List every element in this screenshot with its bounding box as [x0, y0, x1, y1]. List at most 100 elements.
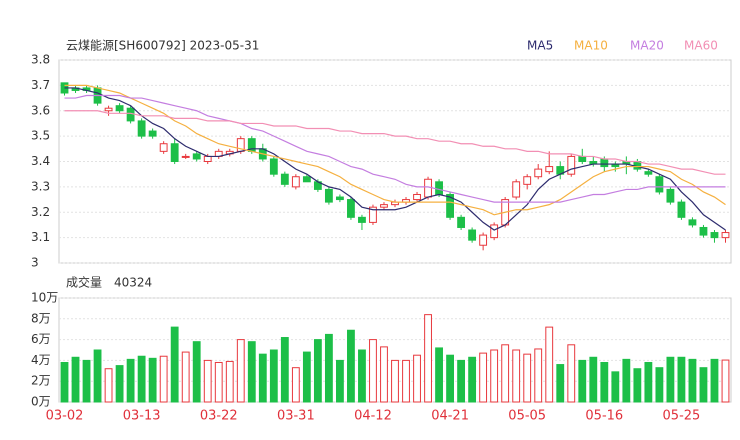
- volume-bar: [126, 358, 135, 403]
- volume-bar: [71, 356, 80, 403]
- volume-bar: [302, 351, 311, 403]
- candle-body: [269, 158, 278, 175]
- candle-body: [148, 130, 157, 137]
- y-tick-label: 3.3: [31, 179, 50, 193]
- volume-bar: [534, 348, 543, 403]
- volume-bar: [677, 356, 686, 403]
- candle-body: [666, 188, 675, 203]
- candle-body: [655, 176, 664, 193]
- volume-bar: [313, 339, 322, 403]
- volume-bar: [82, 359, 91, 403]
- volume-bar: [170, 326, 179, 403]
- x-tick-label: 04-21: [431, 409, 469, 424]
- volume-bar: [115, 365, 124, 403]
- candle-body: [523, 176, 532, 185]
- volume-bar: [457, 359, 466, 403]
- volume-bar: [644, 361, 653, 403]
- legend-label: MA20: [630, 39, 664, 53]
- candle-body: [545, 166, 554, 173]
- volume-bar: [556, 364, 565, 403]
- candle-body: [688, 219, 697, 226]
- candle-body: [358, 216, 366, 223]
- candle-body: [369, 206, 377, 223]
- x-tick-label: 03-31: [277, 409, 315, 424]
- volume-bar: [600, 361, 609, 403]
- volume-bar: [203, 359, 212, 403]
- candle-body: [490, 224, 499, 239]
- y-tick-label: 3.8: [31, 53, 50, 67]
- volume-bar: [380, 346, 388, 403]
- candle-body: [302, 176, 311, 183]
- candle-body: [203, 155, 212, 163]
- volume-bar: [699, 367, 708, 403]
- volume-bar: [104, 368, 113, 403]
- candle-body: [347, 199, 355, 218]
- y-tick-label: 3.6: [31, 103, 50, 117]
- volume-bar: [93, 349, 102, 403]
- candle-body: [413, 193, 421, 201]
- candle-body: [479, 234, 488, 246]
- volume-bar: [512, 349, 521, 403]
- volume-bar: [435, 347, 443, 403]
- candle-body: [446, 193, 454, 218]
- volume-bar: [181, 351, 190, 403]
- y-tick-label: 3: [31, 256, 39, 270]
- y-tick-label: 3.2: [31, 205, 50, 219]
- candle-body: [435, 181, 443, 195]
- candle-body: [534, 168, 543, 178]
- x-tick-label: 03-02: [46, 409, 84, 424]
- y-tick-label: 10万: [31, 291, 58, 305]
- candle-body: [170, 143, 179, 163]
- volume-bar: [710, 358, 719, 403]
- volume-bar: [402, 359, 410, 403]
- y-tick-label: 3.5: [31, 129, 50, 143]
- chart-title: 云煤能源[SH600792] 2023-05-31: [66, 39, 259, 53]
- ma-line: [64, 110, 726, 175]
- candle-body: [126, 107, 135, 122]
- volume-bar: [479, 352, 488, 403]
- volume-bar: [60, 361, 69, 403]
- candle-body: [699, 226, 708, 236]
- candle-body: [336, 196, 344, 201]
- ma-line: [64, 84, 726, 216]
- y-tick-label: 3.7: [31, 78, 50, 92]
- volume-bar: [567, 344, 576, 403]
- volume-bar: [688, 358, 697, 403]
- candle-body: [644, 171, 653, 175]
- volume-title: 成交量: [66, 275, 102, 290]
- candle-body: [600, 158, 609, 168]
- volume-bar: [324, 333, 333, 403]
- y-tick-label: 8万: [31, 311, 51, 325]
- y-tick-label: 0万: [31, 395, 51, 409]
- x-tick-label: 05-05: [508, 409, 546, 424]
- legend-label: MA5: [527, 39, 553, 53]
- volume-bar: [611, 371, 620, 403]
- x-tick-label: 05-25: [663, 409, 701, 424]
- y-tick-label: 3.4: [31, 154, 50, 168]
- candle-body: [280, 173, 289, 185]
- volume-bar: [369, 339, 377, 403]
- ma-line: [64, 94, 726, 203]
- volume-bar: [721, 359, 730, 403]
- volume-bar: [545, 326, 554, 403]
- x-tick-label: 03-13: [123, 409, 161, 424]
- candle-body: [380, 204, 388, 208]
- candle-body: [192, 153, 201, 160]
- volume-bar: [490, 349, 499, 403]
- volume-bar: [159, 355, 168, 403]
- volume-bar: [666, 356, 675, 403]
- volume-bar: [523, 353, 532, 403]
- volume-bar: [633, 368, 642, 403]
- volume-bar: [446, 354, 454, 403]
- volume-bar: [358, 349, 366, 403]
- candle-body: [567, 155, 576, 175]
- y-tick-label: 3.1: [31, 230, 50, 244]
- volume-bar: [468, 356, 477, 403]
- candle-body: [324, 188, 333, 203]
- volume-bar: [269, 349, 278, 403]
- candle-body: [291, 176, 300, 188]
- volume-bar: [247, 341, 256, 403]
- candle-body: [578, 155, 587, 163]
- candle-body: [468, 229, 477, 241]
- volume-bar: [589, 356, 598, 403]
